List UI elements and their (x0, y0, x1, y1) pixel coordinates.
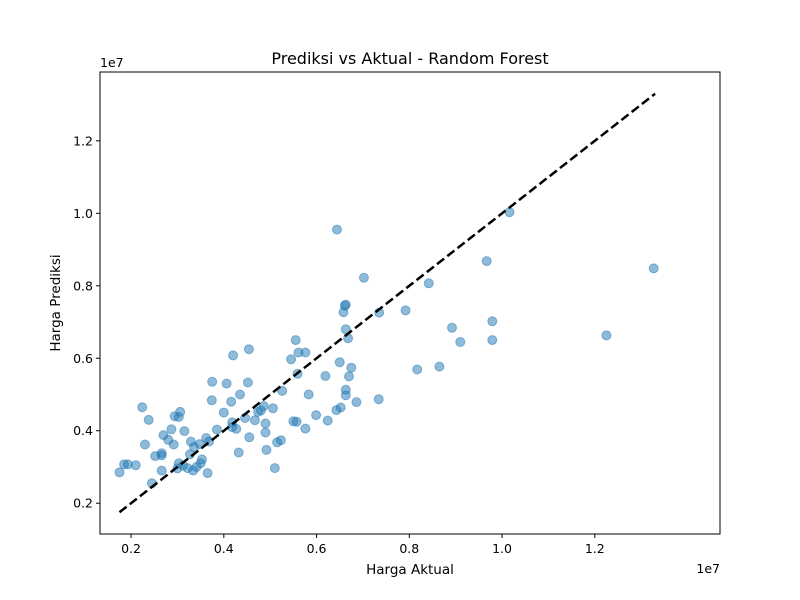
data-point (202, 468, 213, 479)
data-point (291, 416, 302, 427)
data-point (197, 454, 207, 465)
data-point (268, 403, 278, 414)
x-axis-ticks: 0.2 0.4 0.6 0.8 1.0 1.2 (121, 534, 605, 556)
data-point (143, 414, 154, 425)
data-point (286, 354, 297, 365)
data-point (166, 424, 177, 435)
data-point (373, 394, 384, 405)
data-point (455, 337, 466, 347)
data-point (340, 324, 351, 335)
y-tick-label: 1.2 (73, 133, 93, 148)
data-point (275, 435, 286, 446)
y-tick-label: 0.4 (73, 423, 93, 438)
data-point (334, 357, 345, 368)
chart-title: Prediksi vs Aktual - Random Forest (271, 49, 548, 68)
x-tick-label: 0.2 (121, 541, 141, 556)
data-point (648, 263, 659, 274)
y-axis-offset-label: 1e7 (100, 55, 124, 70)
data-point (434, 361, 445, 372)
data-point (351, 397, 362, 408)
x-tick-label: 1.0 (492, 541, 512, 556)
y-axis-ticks: 0.2 0.4 0.6 0.8 1.0 1.2 (73, 133, 100, 511)
data-point (277, 385, 288, 396)
plot-frame (99, 71, 721, 535)
data-point (211, 424, 222, 435)
data-point (311, 410, 322, 421)
data-point (300, 347, 311, 358)
x-axis-label: Harga Aktual (366, 562, 454, 578)
data-point (487, 316, 498, 327)
data-point (412, 364, 423, 375)
data-point (423, 278, 434, 289)
reference-line (118, 92, 656, 514)
data-point (320, 371, 331, 381)
data-point (244, 432, 255, 443)
data-point (447, 322, 457, 333)
y-axis-label: Harga Prediksi (48, 254, 64, 351)
y-tick-label: 0.6 (73, 351, 93, 366)
data-point (340, 390, 351, 401)
data-point (228, 350, 239, 361)
y-tick-label: 1.0 (73, 206, 93, 221)
data-point (601, 330, 612, 341)
data-point (269, 463, 280, 474)
data-point (235, 389, 245, 400)
x-tick-label: 1.2 (585, 541, 605, 556)
data-point (231, 423, 242, 434)
data-point (300, 423, 311, 434)
data-point (260, 418, 271, 429)
x-tick-label: 0.8 (399, 541, 419, 556)
data-point (344, 371, 354, 382)
data-point (340, 299, 351, 310)
data-point (332, 224, 342, 235)
data-point (358, 272, 369, 283)
y-tick-label: 0.2 (73, 496, 93, 511)
data-point (168, 439, 179, 450)
data-point (179, 426, 190, 437)
data-point (114, 467, 125, 478)
data-point (207, 376, 218, 387)
data-point (260, 427, 271, 438)
data-point (156, 465, 167, 476)
data-point (243, 344, 254, 355)
data-point (303, 389, 314, 400)
data-point (137, 402, 148, 413)
y-tick-label: 0.8 (73, 278, 93, 293)
data-point (481, 256, 492, 267)
data-point (206, 395, 217, 406)
points-layer (114, 207, 659, 489)
data-point (175, 406, 186, 417)
data-point (322, 415, 333, 426)
data-point (130, 460, 141, 471)
data-point (249, 415, 260, 426)
data-point (258, 401, 269, 412)
data-point (335, 402, 346, 413)
data-point (221, 378, 232, 389)
data-point (346, 362, 357, 373)
x-tick-label: 0.4 (214, 541, 234, 556)
x-tick-label: 0.6 (307, 541, 327, 556)
data-point (140, 439, 150, 450)
data-point (156, 448, 167, 459)
x-axis-offset-label: 1e7 (696, 561, 720, 576)
data-point (487, 335, 498, 346)
data-point (233, 447, 244, 458)
data-point (226, 396, 237, 407)
data-point (242, 377, 253, 388)
data-point (400, 305, 411, 316)
data-point (261, 444, 272, 455)
reference-line-layer (118, 92, 656, 514)
data-point (218, 407, 229, 418)
data-point (290, 335, 301, 346)
